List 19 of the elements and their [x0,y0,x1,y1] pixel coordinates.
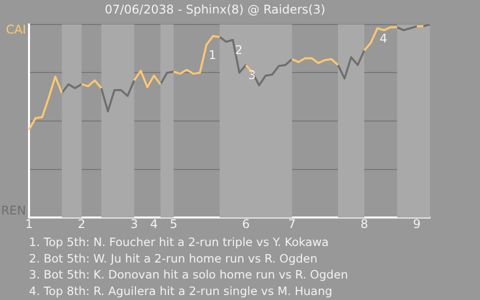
x-tick-label: 3 [130,216,138,231]
chart-title: 07/06/2038 - Sphinx(8) @ Raiders(3) [104,2,326,16]
x-tick-label: 7 [288,216,296,231]
x-tick-label: 2 [78,216,86,231]
text: 4. Top 8th: R. Aguilera hit a 2-run single vs M. Huang [29,284,332,298]
text: 1. Top 5th: N. Foucher hit a 2-run triple vs Y. Kokawa [29,235,329,249]
x-tick-label: 9 [413,216,421,231]
x-tick-label: 6 [242,216,250,231]
x-tick-label: 4 [150,216,158,231]
x-tick-label: 8 [360,216,368,231]
annotation: 3 [248,68,256,82]
x-tick-label: 5 [170,216,178,231]
annotation: 1 [208,48,216,62]
text: CAI [6,22,26,37]
annotation: 2 [234,42,243,57]
text: 3. Bot 5th: K. Donovan hit a solo home run vs R. Ogden [29,268,348,282]
annotation: 4 [380,31,388,46]
x-tick-label: 1 [25,216,33,231]
text: 2. Bot 5th: W. Ju hit a 2-run home run vs R. Ogden [29,251,318,266]
